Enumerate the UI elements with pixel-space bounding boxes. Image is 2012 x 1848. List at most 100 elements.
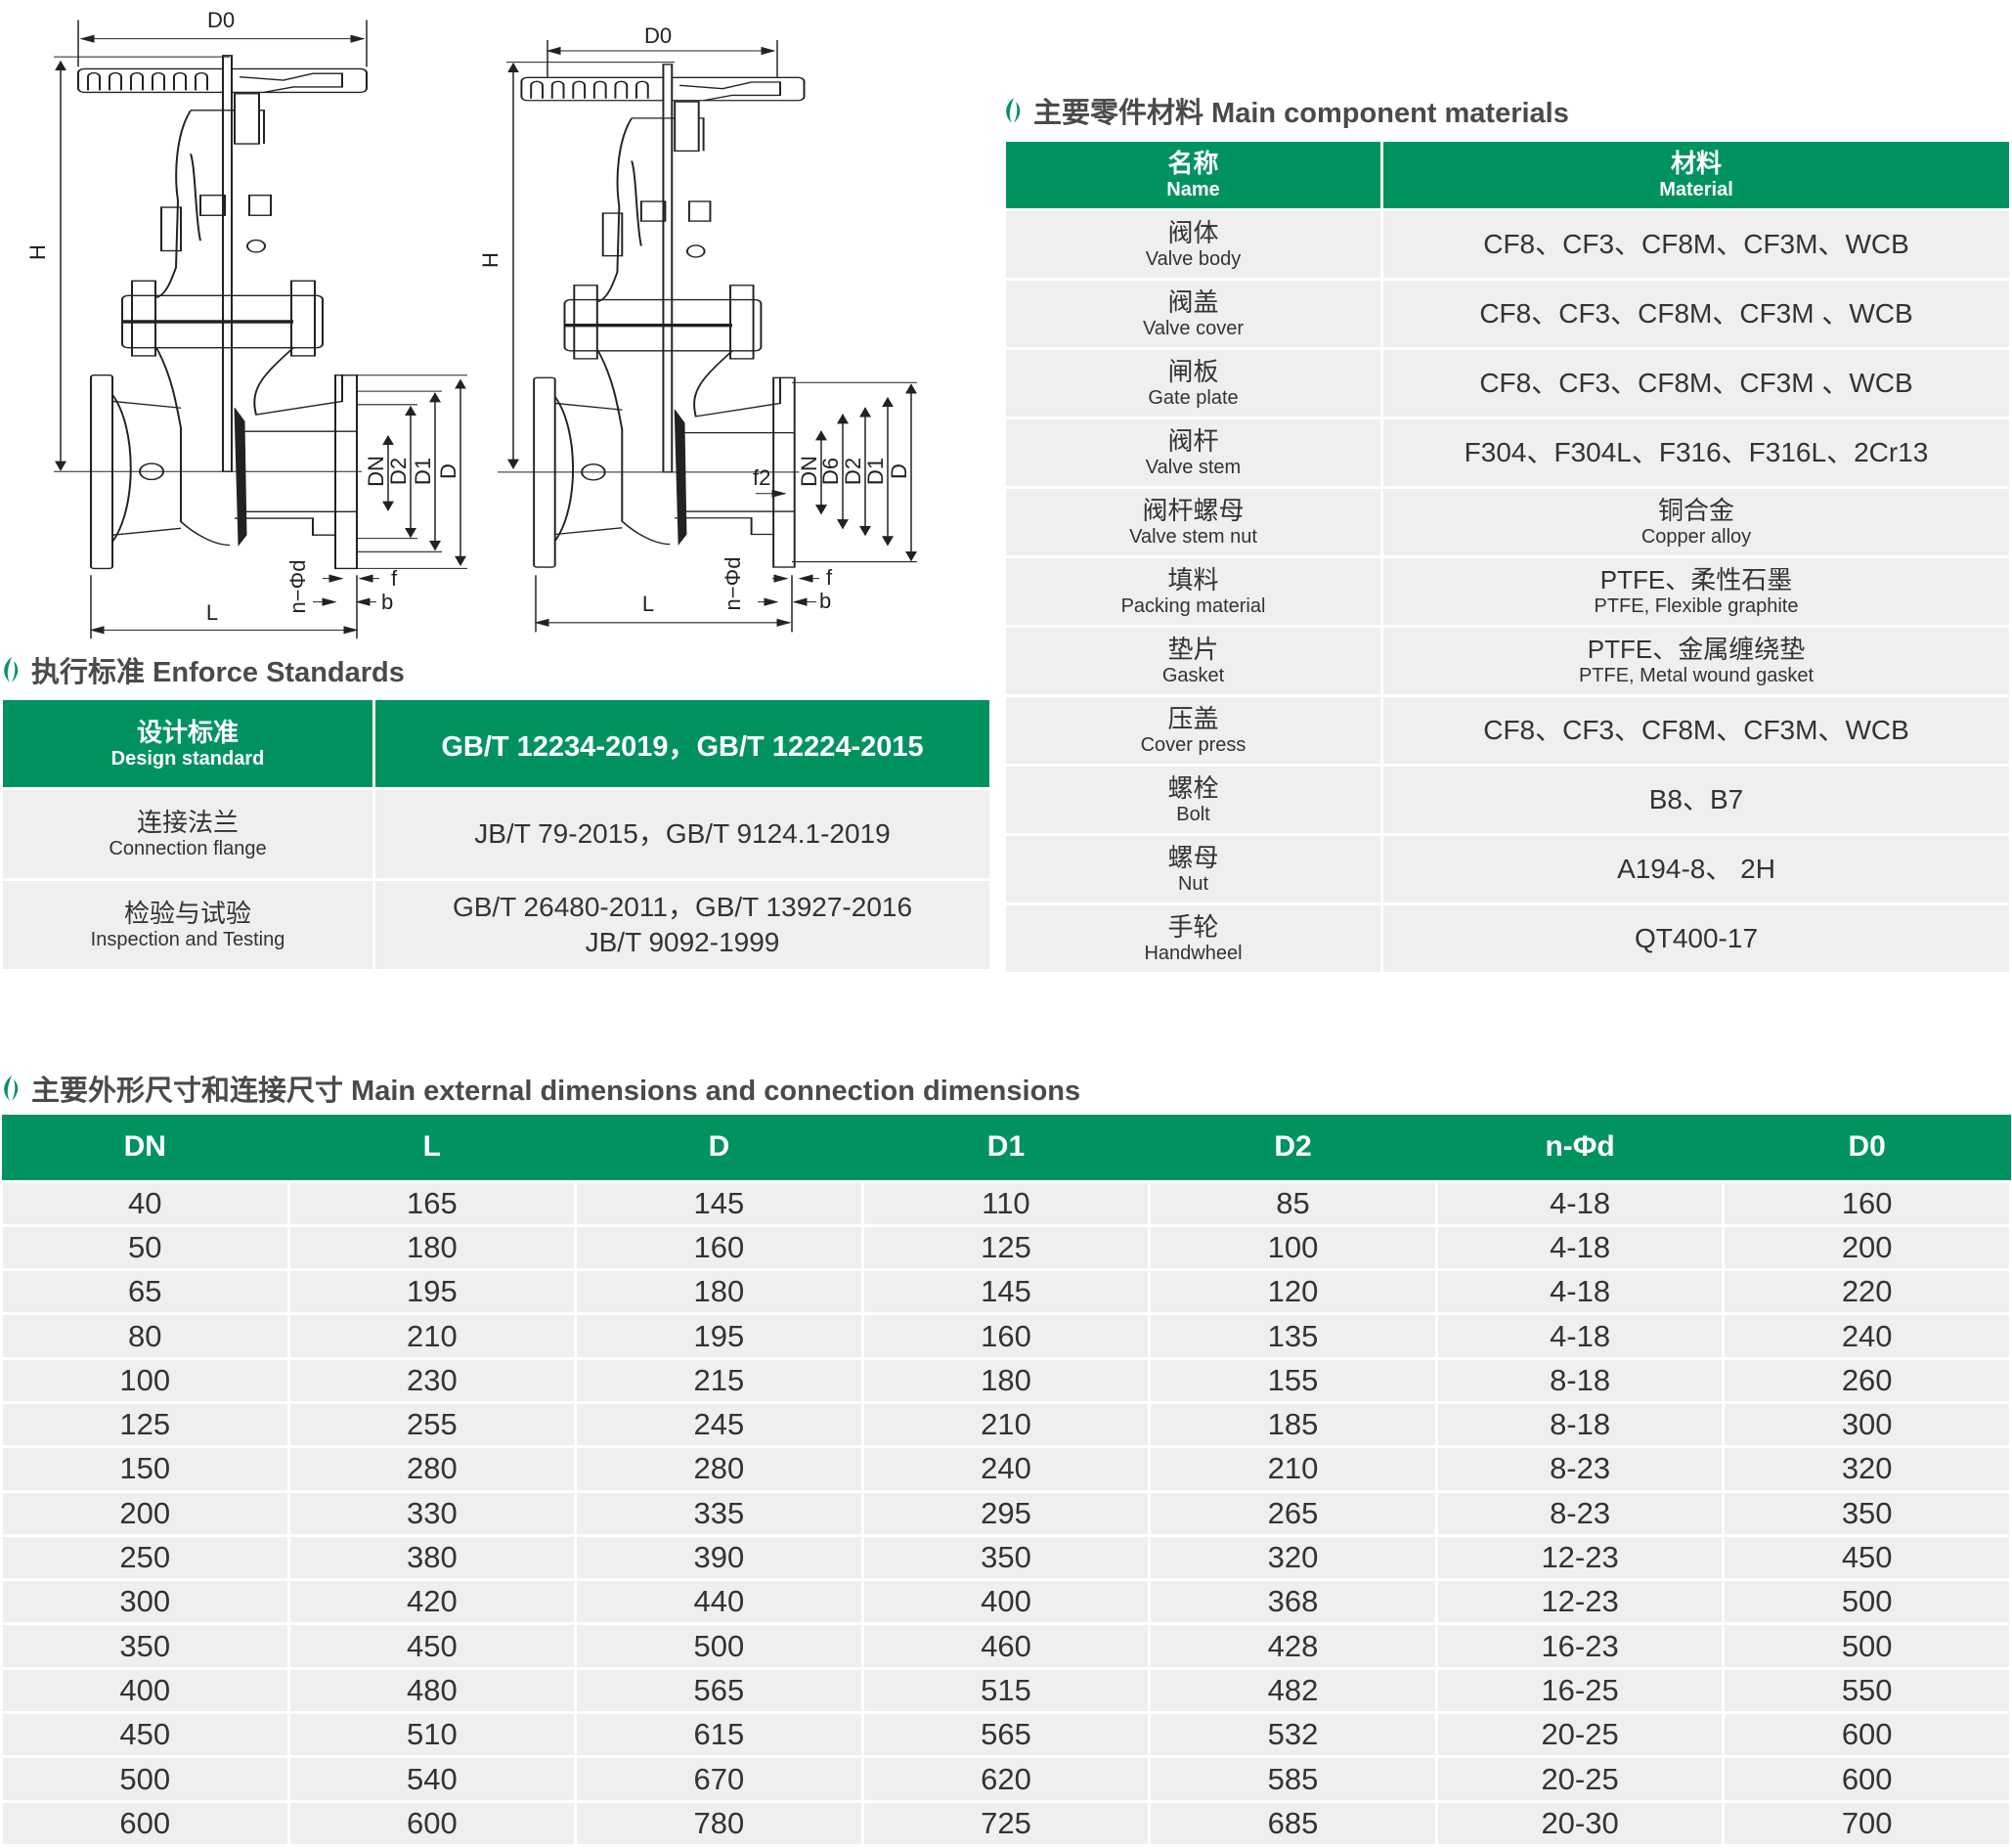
label-DN: DN <box>364 456 388 487</box>
standards-heading: 执行标准 Enforce Standards <box>0 649 405 690</box>
dimension-cell: 16-23 <box>1434 1622 1726 1670</box>
component-name: 压盖 Cover press <box>1003 694 1383 767</box>
header-material-cn: 材料 <box>1670 149 1722 178</box>
component-material: QT400-17 <box>1380 902 2012 975</box>
dimension-cell: 700 <box>1722 1799 2012 1847</box>
material-row: 闸板 Gate plate CF8、CF3、CF8M、CF3M 、WCB <box>1003 347 2012 419</box>
component-material: CF8、CF3、CF8M、CF3M、WCB <box>1380 694 2012 767</box>
dimension-cell: 550 <box>1722 1666 2012 1715</box>
dimension-cell: 330 <box>286 1489 578 1537</box>
component-name-cn: 螺栓 <box>1167 773 1219 803</box>
component-name: 闸板 Gate plate <box>1003 347 1383 419</box>
dimension-cell: 450 <box>286 1622 578 1670</box>
component-name-en: Handwheel <box>1144 943 1243 964</box>
dimension-cell: 240 <box>860 1445 1152 1493</box>
dimension-cell: 500 <box>1722 1622 2012 1670</box>
material-cn: 铜合金 <box>1657 496 1734 525</box>
dimension-cell: 145 <box>574 1179 864 1227</box>
component-name-en: Cover press <box>1140 734 1247 756</box>
material-value: QT400-17 <box>1634 923 1759 953</box>
component-name-cn: 手轮 <box>1167 912 1219 942</box>
dimension-cell: 780 <box>574 1799 864 1847</box>
column-header: n-Φd <box>1436 1115 1724 1181</box>
dimension-cell: 600 <box>1722 1755 2012 1803</box>
dimension-cell: 180 <box>860 1356 1152 1404</box>
component-name-cn: 填料 <box>1167 565 1219 594</box>
dimension-cell: 335 <box>574 1489 864 1537</box>
dimension-row: 150 280 280 240 210 8-23 320 <box>0 1445 2012 1493</box>
dimension-cell: 670 <box>574 1755 864 1803</box>
component-name: 填料 Packing material <box>1003 555 1383 628</box>
component-name-en: Gasket <box>1161 665 1225 686</box>
materials-table: 名称 Name 材料 Material 阀体 Valve body CF8、CF3、CF… <box>1003 139 2012 975</box>
valve-drawing-right: D0 H L f2 DN D6 D2 D1 D f b n−Φd <box>478 23 917 633</box>
standard-name: 连接法兰 Connection flange <box>0 787 375 881</box>
dimension-cell: 460 <box>860 1622 1152 1670</box>
material-value: B8、B7 <box>1648 784 1744 814</box>
dimension-cell: 155 <box>1148 1356 1438 1404</box>
dimension-cell: 4-18 <box>1434 1268 1726 1316</box>
dimensions-table: DN L D D1 D2 n-Φd D0 40 165 145 110 85 4-18 160 50 180… <box>0 1115 2012 1847</box>
component-material: 铜合金 Copper alloy <box>1380 486 2012 558</box>
dimension-row: 100 230 215 180 155 8-18 260 <box>0 1356 2012 1404</box>
dimension-cell: 320 <box>1148 1533 1438 1582</box>
header-name-cn: 名称 <box>1167 149 1219 178</box>
header-material-en: Material <box>1659 179 1733 200</box>
dimension-cell: 110 <box>860 1179 1152 1227</box>
dimension-cell: 725 <box>860 1799 1152 1847</box>
dimension-cell: 368 <box>1148 1578 1438 1626</box>
dimension-cell: 160 <box>574 1223 864 1272</box>
dimension-cell: 65 <box>0 1268 290 1316</box>
dimension-cell: 210 <box>1148 1445 1438 1493</box>
label-f2: f2 <box>753 465 770 490</box>
material-en: PTFE, Flexible graphite <box>1594 595 1799 617</box>
dimension-cell: 200 <box>0 1489 290 1537</box>
leaf-icon <box>1006 98 1021 123</box>
dimension-cell: 100 <box>0 1356 290 1404</box>
dimension-cell: 20-25 <box>1434 1711 1726 1759</box>
component-name-cn: 阀体 <box>1167 218 1219 247</box>
dimension-cell: 540 <box>286 1755 578 1803</box>
label-f: f <box>391 566 398 591</box>
dimension-cell: 125 <box>0 1400 290 1449</box>
column-header: D1 <box>862 1115 1150 1181</box>
component-name-cn: 螺母 <box>1167 843 1219 872</box>
material-en: Copper alloy <box>1640 526 1752 548</box>
dimension-cell: 420 <box>286 1578 578 1626</box>
dimension-cell: 260 <box>1722 1356 2012 1404</box>
material-cn: PTFE、柔性石墨 <box>1599 565 1793 594</box>
material-value: F304、F304L、F316、F316L、2Cr13 <box>1464 437 1929 467</box>
valve-drawings: D0 H L DN D2 D1 D f b n−Φd <box>25 8 917 639</box>
dimension-cell: 300 <box>0 1578 290 1626</box>
label-H: H <box>25 244 50 260</box>
materials-heading: 主要零件材料 Main component materials <box>1002 90 1569 131</box>
dimension-cell: 160 <box>860 1312 1152 1360</box>
label-D2: D2 <box>386 458 411 485</box>
dimension-cell: 210 <box>286 1312 578 1360</box>
dimension-cell: 380 <box>286 1533 578 1582</box>
dimension-cell: 440 <box>574 1578 864 1626</box>
dimension-cell: 510 <box>286 1711 578 1759</box>
dimension-cell: 532 <box>1148 1711 1438 1759</box>
dimension-cell: 585 <box>1148 1755 1438 1803</box>
dimension-cell: 245 <box>574 1400 864 1449</box>
dimension-cell: 240 <box>1722 1312 2012 1360</box>
material-value: A194-8、 2H <box>1617 854 1775 884</box>
component-name: 螺母 Nut <box>1003 833 1383 905</box>
material-row: 阀杆 Valve stem F304、F304L、F316、F316L、2Cr13 <box>1003 417 2012 489</box>
label-n-phi-d: n−Φd <box>285 560 310 614</box>
standard-value: JB/T 79-2015，GB/T 9124.1-2019 <box>372 787 992 881</box>
dimension-cell: 185 <box>1148 1400 1438 1449</box>
component-name-cn: 阀杆 <box>1167 426 1219 456</box>
label-D1: D1 <box>411 458 435 485</box>
dimension-cell: 125 <box>860 1223 1152 1272</box>
dimension-cell: 230 <box>286 1356 578 1404</box>
standard-name-en: Inspection and Testing <box>90 929 285 950</box>
material-row: 阀盖 Valve cover CF8、CF3、CF8M、CF3M 、WCB <box>1003 278 2012 350</box>
label-D0: D0 <box>644 23 672 48</box>
dimensions-heading: 主要外形尺寸和连接尺寸 Main external dimensions and… <box>0 1068 1080 1109</box>
standard-name-cn: 连接法兰 <box>136 808 239 837</box>
dimension-cell: 600 <box>0 1799 290 1847</box>
dimension-cell: 600 <box>1722 1711 2012 1759</box>
dimension-cell: 350 <box>860 1533 1152 1582</box>
